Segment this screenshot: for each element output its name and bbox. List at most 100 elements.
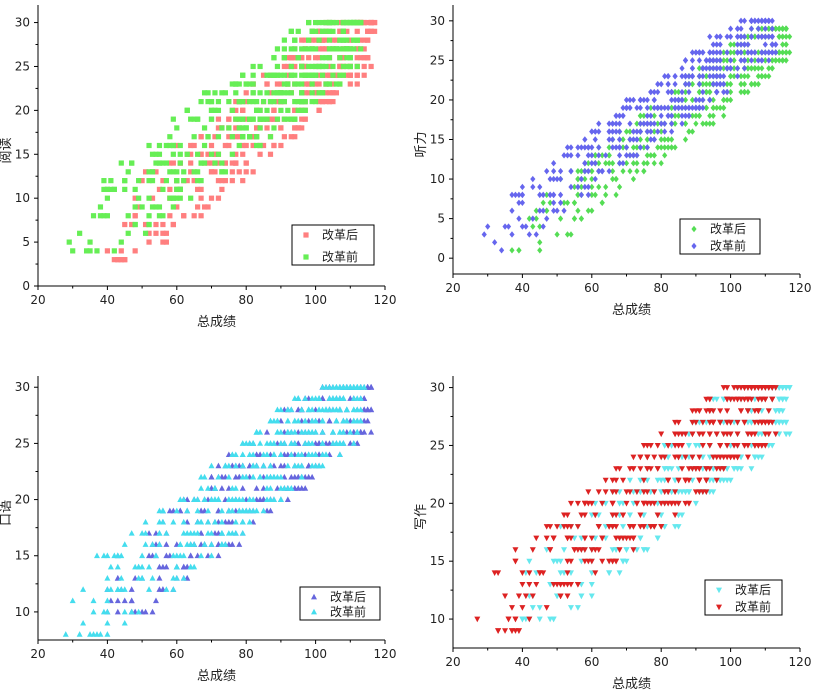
data-point xyxy=(616,128,623,135)
data-point xyxy=(90,608,97,615)
x-tick-label: 120 xyxy=(789,281,812,295)
data-point xyxy=(254,142,260,149)
data-point xyxy=(292,107,298,113)
data-point xyxy=(229,151,235,157)
data-point xyxy=(292,72,298,78)
data-point xyxy=(703,65,709,72)
data-point xyxy=(731,49,737,56)
data-point xyxy=(682,500,689,507)
x-tick-label: 40 xyxy=(100,647,115,661)
data-point xyxy=(313,37,319,43)
data-point xyxy=(672,112,678,119)
data-point xyxy=(340,72,346,78)
data-point xyxy=(188,160,194,166)
data-point xyxy=(699,431,706,438)
data-point xyxy=(326,98,333,105)
data-point xyxy=(357,406,364,413)
data-point xyxy=(783,41,789,48)
data-point xyxy=(610,175,616,183)
data-point xyxy=(156,563,163,570)
data-point xyxy=(519,199,525,206)
data-point xyxy=(592,128,598,135)
data-point xyxy=(581,535,588,542)
x-tick-label: 20 xyxy=(30,647,45,661)
data-point xyxy=(284,428,291,435)
data-point xyxy=(114,608,121,615)
data-point xyxy=(744,443,751,449)
data-point xyxy=(284,406,291,413)
data-point xyxy=(306,63,312,70)
data-point xyxy=(250,142,256,149)
data-point xyxy=(589,128,595,135)
data-point xyxy=(313,55,319,61)
data-point xyxy=(292,134,298,140)
data-point xyxy=(267,90,274,96)
data-point xyxy=(167,195,173,201)
data-point xyxy=(759,65,765,72)
data-point xyxy=(195,204,201,210)
data-point xyxy=(717,419,724,426)
data-point xyxy=(700,49,706,56)
data-point xyxy=(108,178,114,184)
data-point xyxy=(222,178,228,184)
data-point xyxy=(240,134,246,140)
data-point xyxy=(326,81,333,87)
data-point xyxy=(529,605,536,611)
data-point xyxy=(748,49,755,56)
x-tick-label: 40 xyxy=(100,293,115,307)
data-point xyxy=(340,428,347,435)
data-point xyxy=(672,88,678,96)
data-point xyxy=(668,500,675,507)
data-point xyxy=(205,507,212,514)
data-point xyxy=(651,454,658,461)
data-point xyxy=(665,88,671,96)
data-point xyxy=(239,462,246,469)
data-point xyxy=(755,57,761,64)
data-point xyxy=(755,65,761,72)
data-point xyxy=(679,120,685,127)
data-point xyxy=(655,120,661,127)
data-point xyxy=(508,628,515,634)
data-point xyxy=(755,73,761,80)
data-point xyxy=(222,462,229,469)
data-point xyxy=(595,524,602,530)
data-point xyxy=(630,96,637,104)
y-tick-label: 25 xyxy=(430,438,445,452)
data-point xyxy=(519,183,525,191)
data-point xyxy=(174,169,180,175)
data-point xyxy=(717,65,723,72)
data-point xyxy=(544,191,550,199)
data-point xyxy=(267,72,274,78)
data-point xyxy=(516,215,522,222)
data-point xyxy=(180,552,187,559)
data-point xyxy=(313,28,319,34)
data-point xyxy=(786,33,793,40)
data-point xyxy=(354,55,360,61)
data-point xyxy=(522,593,529,600)
data-point xyxy=(208,541,215,547)
data-point xyxy=(142,230,149,236)
y-axis-label: 写作 xyxy=(414,504,429,530)
data-point xyxy=(561,512,568,519)
data-point xyxy=(358,55,364,61)
data-point xyxy=(689,431,696,438)
data-point xyxy=(599,558,606,565)
data-point xyxy=(125,213,131,219)
data-point xyxy=(174,204,180,210)
data-point xyxy=(323,90,329,96)
data-point xyxy=(208,116,215,122)
data-point xyxy=(651,112,657,119)
data-point xyxy=(278,81,284,87)
data-point xyxy=(104,213,110,219)
data-point xyxy=(630,547,637,553)
data-point xyxy=(728,33,734,40)
x-tick-label: 60 xyxy=(169,293,184,307)
data-point xyxy=(780,57,786,64)
data-point xyxy=(344,19,350,26)
data-point xyxy=(354,63,360,70)
data-point xyxy=(783,49,789,56)
data-point xyxy=(177,195,183,201)
data-point xyxy=(658,431,665,438)
data-point xyxy=(641,120,647,127)
